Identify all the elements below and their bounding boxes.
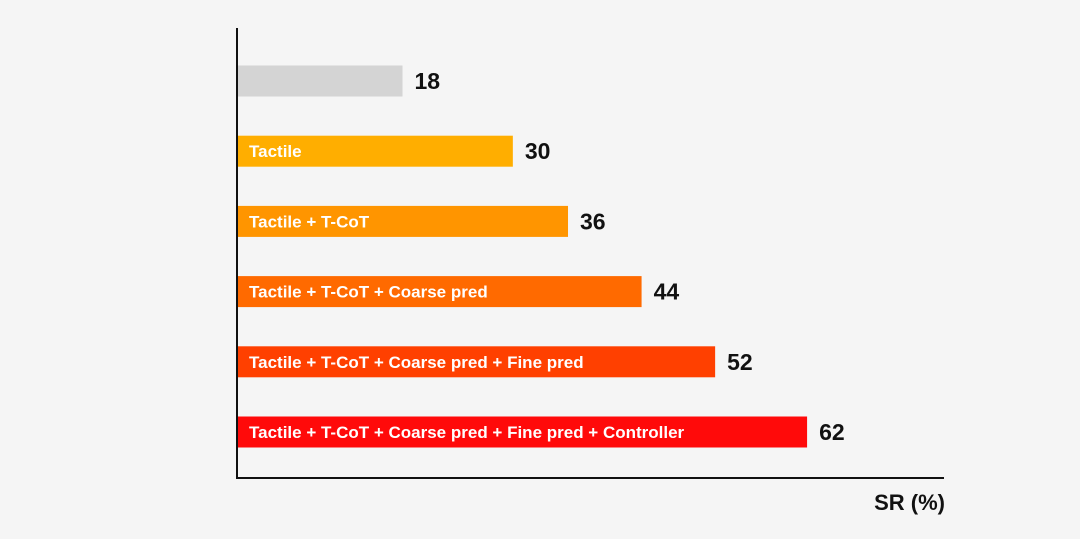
bar-label-5: Tactile + T-CoT + Coarse pred + Fine pre… <box>249 423 685 442</box>
value-label-1: 30 <box>525 138 551 164</box>
bar-label-2: Tactile + T-CoT <box>249 212 370 231</box>
value-label-5: 62 <box>819 419 845 445</box>
bar-4 <box>237 346 716 378</box>
value-label-2: 36 <box>580 208 606 234</box>
bars-layer: 18 Tactile 30 Tactile + T-CoT 36 Tactile + T-… <box>237 65 845 448</box>
value-label-4: 52 <box>727 349 753 375</box>
x-axis-title: SR (%) <box>874 490 945 515</box>
value-label-3: 44 <box>654 279 680 305</box>
bar-label-3: Tactile + T-CoT + Coarse pred <box>249 283 488 302</box>
bar-label-1: Tactile <box>249 142 302 161</box>
bar-2 <box>237 205 569 237</box>
value-label-0: 18 <box>415 68 441 94</box>
bar-0 <box>237 65 403 97</box>
bar-1 <box>237 135 513 167</box>
bar-5 <box>237 416 808 448</box>
bar-3 <box>237 276 642 308</box>
bar-label-4: Tactile + T-CoT + Coarse pred + Fine pre… <box>249 353 584 372</box>
